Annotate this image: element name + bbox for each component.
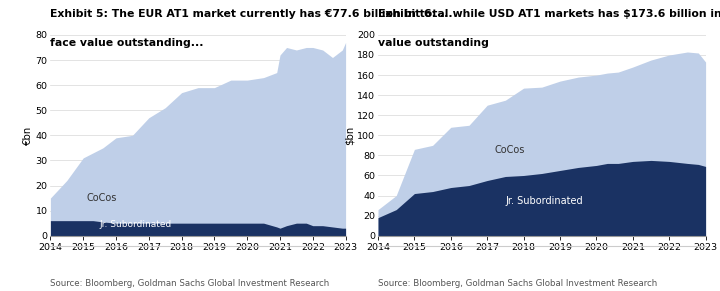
Y-axis label: $bn: $bn [344,126,354,145]
Text: Jr. Subordinated: Jr. Subordinated [99,220,172,229]
Text: Source: Bloomberg, Goldman Sachs Global Investment Research: Source: Bloomberg, Goldman Sachs Global … [378,279,657,288]
Text: Source: Bloomberg, Goldman Sachs Global Investment Research: Source: Bloomberg, Goldman Sachs Global … [50,279,330,288]
Text: Exhibit 6: ...while USD AT1 markets has $173.6 billion in total face: Exhibit 6: ...while USD AT1 markets has … [378,9,720,19]
Text: CoCos: CoCos [495,146,525,155]
Y-axis label: €bn: €bn [23,126,32,145]
Text: value outstanding: value outstanding [378,38,489,48]
Text: Exhibit 5: The EUR AT1 market currently has €77.6 billion in total: Exhibit 5: The EUR AT1 market currently … [50,9,449,19]
Text: CoCos: CoCos [86,193,117,203]
Text: Jr. Subordinated: Jr. Subordinated [505,196,583,205]
Text: face value outstanding...: face value outstanding... [50,38,204,48]
